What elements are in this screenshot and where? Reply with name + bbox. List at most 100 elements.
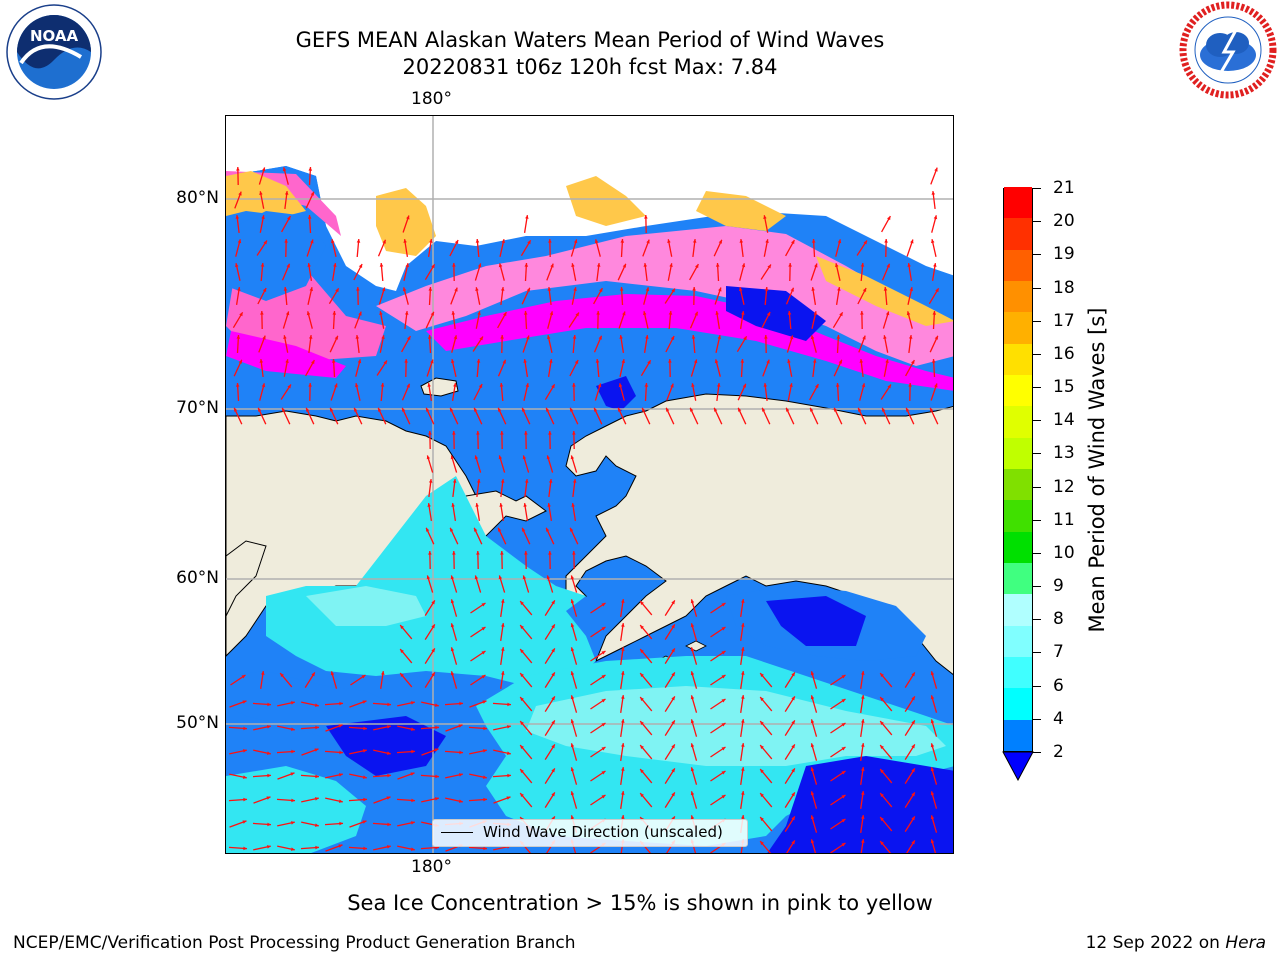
wave-arrow-head xyxy=(242,775,247,779)
colorbar-tick-label: 19 xyxy=(1053,244,1075,265)
wave-arrow-head xyxy=(837,239,842,244)
wave-arrow-head xyxy=(643,263,648,267)
wave-arrow-head xyxy=(549,359,553,363)
wave-arrow-head xyxy=(573,239,578,244)
wave-arrow-head xyxy=(718,239,722,244)
wave-arrow-head xyxy=(764,287,769,291)
wave-arrow-head xyxy=(721,747,726,751)
colorbar-tick-label: 4 xyxy=(1053,708,1064,729)
wave-arrow-head xyxy=(306,407,310,412)
wave-arrow-head xyxy=(307,263,311,267)
wave-arrow-head xyxy=(668,359,672,363)
colorbar-tick xyxy=(1033,188,1041,189)
wave-arrow-head xyxy=(430,359,434,364)
colorbar-tick-label: 8 xyxy=(1053,609,1064,630)
colorbar-tick-label: 20 xyxy=(1053,211,1075,232)
wave-arrow-head xyxy=(787,311,792,315)
wave-arrow-head xyxy=(358,311,362,316)
colorbar-segment xyxy=(1004,593,1032,626)
wave-arrow-head xyxy=(811,287,815,291)
wave-arrow-head xyxy=(548,479,553,483)
wave-arrow-head xyxy=(810,791,815,796)
wave-arrow-head xyxy=(333,263,337,267)
wave-arrow-head xyxy=(314,823,319,827)
wave-arrow-head xyxy=(861,839,865,843)
wave-arrow-head xyxy=(335,288,339,293)
wave-arrow-head xyxy=(475,503,479,507)
wave-arrow-head xyxy=(234,407,238,412)
wave-arrow-head xyxy=(930,791,935,796)
wave-arrow-head xyxy=(880,841,884,845)
wave-arrow-head xyxy=(596,263,601,267)
wave-arrow-head xyxy=(429,239,433,243)
wave-arrow-head xyxy=(595,359,600,363)
wave-arrow-head xyxy=(500,551,504,555)
wave-arrow-head xyxy=(618,407,622,412)
wave-arrow-head xyxy=(812,359,817,363)
wave-arrow-head xyxy=(908,335,913,339)
wave-arrow-head xyxy=(572,431,576,435)
colorbar-tick-label: 21 xyxy=(1053,178,1075,198)
wave-arrow-head xyxy=(404,311,409,315)
wave-arrow-head xyxy=(334,335,338,340)
wave-arrow-head xyxy=(311,672,315,677)
pacific-east-long xyxy=(526,686,946,766)
wave-arrow-head xyxy=(647,360,651,365)
wave-arrow-head xyxy=(640,649,644,653)
wave-arrow-head xyxy=(266,796,271,800)
wave-arrow-head xyxy=(474,575,479,580)
wave-arrow-head xyxy=(738,407,742,412)
wave-arrow-head xyxy=(411,798,415,803)
wave-arrow-head xyxy=(716,383,721,387)
wave-arrow-head xyxy=(791,696,795,701)
wave-arrow-head xyxy=(721,603,726,607)
wave-arrow-head xyxy=(717,335,721,340)
wave-arrow-head xyxy=(358,264,363,268)
wave-arrow-head xyxy=(243,846,247,851)
wave-arrow-head xyxy=(428,287,433,291)
wave-arrow-head xyxy=(838,359,842,364)
wave-arrow-head xyxy=(880,697,884,701)
wave-arrow-head xyxy=(483,797,487,802)
wave-arrow-head xyxy=(434,748,439,752)
wave-arrow-head xyxy=(930,719,935,724)
colorbar-tick xyxy=(1033,453,1041,455)
colorbar-tick-label: 17 xyxy=(1053,310,1075,331)
wave-arrow-head xyxy=(551,792,555,797)
wave-arrow-head xyxy=(621,671,625,675)
wave-arrow-head xyxy=(741,671,745,675)
wave-arrow-head xyxy=(362,749,367,753)
wave-arrow-head xyxy=(363,726,367,731)
wave-arrow-head xyxy=(267,702,271,707)
wave-arrow-head xyxy=(481,675,486,679)
wave-arrow-head xyxy=(863,240,867,245)
wave-arrow-head xyxy=(741,311,745,315)
wave-arrow-head xyxy=(383,360,387,365)
wave-arrow-head xyxy=(887,216,891,221)
wave-arrow-head xyxy=(570,599,575,604)
wave-arrow-head xyxy=(934,383,938,388)
wave-arrow-head xyxy=(547,335,551,340)
wave-arrow-head xyxy=(522,575,527,580)
wave-arrow-head xyxy=(285,359,289,363)
wave-arrow-head xyxy=(721,699,726,703)
wave-arrow-head xyxy=(935,288,939,293)
wave-arrow-head xyxy=(290,772,295,776)
wave-arrow-head xyxy=(430,311,434,316)
colorbar-tick-label: 18 xyxy=(1053,277,1075,298)
wave-arrow-head xyxy=(527,240,531,245)
wave-arrow-head xyxy=(721,771,726,775)
wave-arrow-head xyxy=(308,335,313,339)
wave-arrow-head xyxy=(266,751,271,755)
wave-arrow-head xyxy=(621,359,625,364)
wave-arrow-head xyxy=(841,699,846,703)
wave-arrow-head xyxy=(714,407,718,412)
wave-arrow-head xyxy=(482,749,487,753)
wave-arrow-head xyxy=(721,723,726,727)
wave-arrow-head xyxy=(452,479,457,483)
wave-arrow-head xyxy=(690,407,694,412)
wave-arrow-head xyxy=(882,407,886,412)
wave-arrow-head xyxy=(520,721,524,725)
wave-arrow-head xyxy=(458,799,463,803)
colorbar-tick xyxy=(1033,519,1041,521)
